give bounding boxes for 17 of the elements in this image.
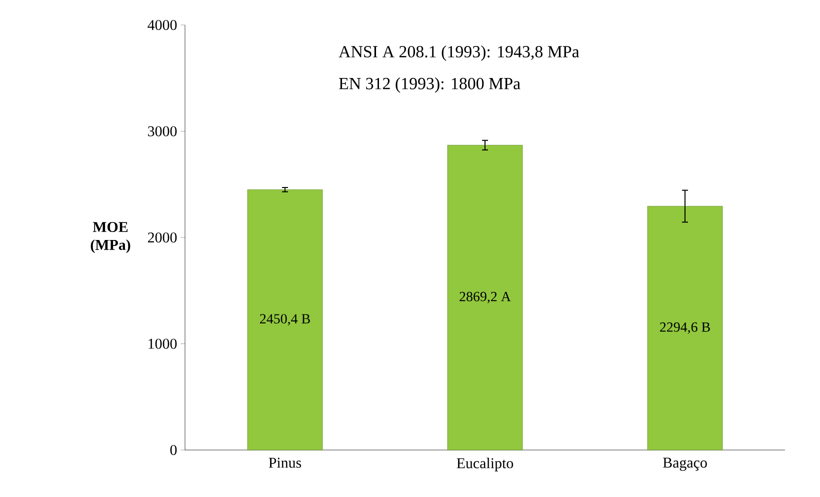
y-tick-label: 1000 (148, 338, 177, 349)
x-tick-label: Eucalipto (456, 458, 514, 472)
x-tick-label: Bagaço (663, 458, 707, 471)
data-label: 2294,6 B (660, 322, 710, 334)
bar (447, 144, 523, 450)
bar (247, 189, 323, 450)
y-axis-title: MOE (MPa) (90, 222, 130, 254)
x-tick-label: Pinus (268, 458, 302, 468)
y-tick-label: 3000 (148, 126, 177, 136)
y-tick-label: 4000 (148, 20, 177, 30)
bar (647, 206, 723, 450)
annotation: EN 312 (1993): 1800 MPa (339, 77, 520, 93)
annotation: ANSI A 208.1 (1993): 1943,8 MPa (338, 46, 580, 61)
data-label: 2869,2 A (460, 292, 511, 304)
data-label: 2450,4 B (260, 314, 310, 326)
y-tick-label: 0 (170, 444, 177, 456)
y-tick-label: 2000 (148, 232, 177, 243)
